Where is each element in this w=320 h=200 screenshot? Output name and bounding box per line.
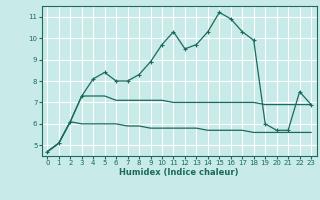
X-axis label: Humidex (Indice chaleur): Humidex (Indice chaleur): [119, 168, 239, 177]
